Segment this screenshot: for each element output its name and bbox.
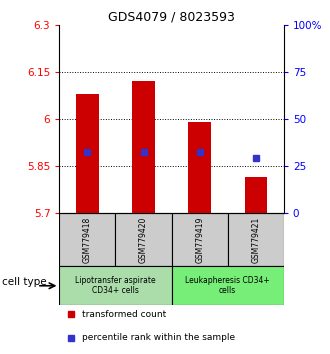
Bar xyxy=(245,177,267,213)
Text: Lipotransfer aspirate
CD34+ cells: Lipotransfer aspirate CD34+ cells xyxy=(75,276,156,296)
Bar xyxy=(132,81,155,213)
Text: GSM779418: GSM779418 xyxy=(83,217,92,263)
Text: GSM779420: GSM779420 xyxy=(139,217,148,263)
Text: cell type: cell type xyxy=(2,277,46,287)
Title: GDS4079 / 8023593: GDS4079 / 8023593 xyxy=(108,11,235,24)
Bar xyxy=(188,122,211,213)
Bar xyxy=(59,213,116,267)
Bar xyxy=(172,213,228,267)
Text: Leukapheresis CD34+
cells: Leukapheresis CD34+ cells xyxy=(185,276,270,296)
Text: GSM779419: GSM779419 xyxy=(195,217,204,263)
Bar xyxy=(228,213,284,267)
Text: GSM779421: GSM779421 xyxy=(251,217,260,263)
Text: percentile rank within the sample: percentile rank within the sample xyxy=(82,333,235,342)
Bar xyxy=(59,267,172,305)
Bar xyxy=(172,267,284,305)
Text: transformed count: transformed count xyxy=(82,310,166,319)
Bar xyxy=(115,213,172,267)
Bar xyxy=(76,94,99,213)
